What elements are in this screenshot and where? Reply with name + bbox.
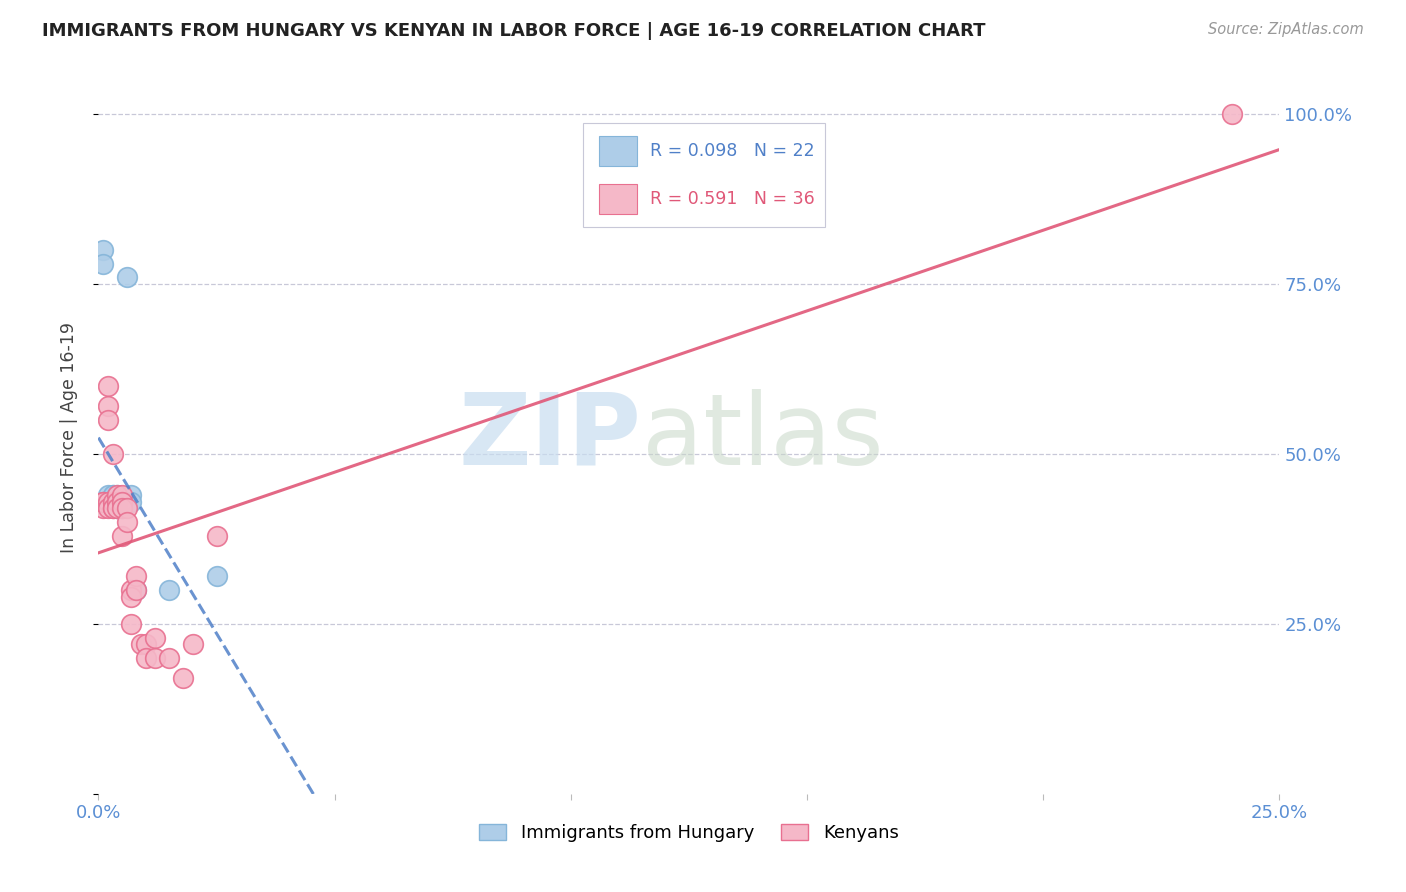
- Text: R = 0.591   N = 36: R = 0.591 N = 36: [650, 190, 814, 208]
- Point: [121, 488, 143, 502]
- Point: [105, 494, 128, 508]
- Point: [111, 501, 134, 516]
- Point: [101, 501, 124, 516]
- Point: [91, 494, 114, 508]
- Text: atlas: atlas: [641, 389, 883, 485]
- Point: [143, 651, 166, 665]
- Point: [97, 494, 120, 508]
- Point: [97, 501, 120, 516]
- Point: [101, 447, 124, 461]
- Point: [143, 631, 166, 645]
- Point: [105, 488, 128, 502]
- Point: [91, 243, 114, 257]
- Point: [121, 494, 143, 508]
- Point: [105, 494, 128, 508]
- Point: [111, 501, 134, 516]
- Point: [101, 488, 124, 502]
- Text: R = 0.098   N = 22: R = 0.098 N = 22: [650, 142, 814, 160]
- FancyBboxPatch shape: [599, 184, 637, 214]
- Point: [157, 582, 180, 597]
- Point: [105, 488, 128, 502]
- Point: [125, 582, 148, 597]
- Text: Source: ZipAtlas.com: Source: ZipAtlas.com: [1208, 22, 1364, 37]
- Y-axis label: In Labor Force | Age 16-19: In Labor Force | Age 16-19: [59, 322, 77, 552]
- Text: IMMIGRANTS FROM HUNGARY VS KENYAN IN LABOR FORCE | AGE 16-19 CORRELATION CHART: IMMIGRANTS FROM HUNGARY VS KENYAN IN LAB…: [42, 22, 986, 40]
- Point: [105, 501, 128, 516]
- Point: [105, 501, 128, 516]
- Point: [101, 488, 124, 502]
- Point: [111, 528, 134, 542]
- Point: [121, 590, 143, 604]
- Point: [111, 494, 134, 508]
- Point: [97, 400, 120, 414]
- Point: [135, 651, 157, 665]
- FancyBboxPatch shape: [582, 123, 825, 227]
- Point: [121, 582, 143, 597]
- Point: [101, 494, 124, 508]
- Text: ZIP: ZIP: [458, 389, 641, 485]
- Point: [115, 501, 138, 516]
- Point: [115, 270, 138, 285]
- Point: [111, 488, 134, 502]
- Point: [91, 494, 114, 508]
- Point: [101, 501, 124, 516]
- Point: [129, 637, 152, 651]
- Point: [135, 637, 157, 651]
- Point: [121, 617, 143, 632]
- Point: [205, 569, 228, 583]
- Point: [205, 528, 228, 542]
- Point: [115, 515, 138, 529]
- Point: [1220, 107, 1243, 121]
- Point: [157, 651, 180, 665]
- Point: [125, 582, 148, 597]
- FancyBboxPatch shape: [599, 136, 637, 166]
- Point: [97, 488, 120, 502]
- Point: [111, 494, 134, 508]
- Point: [101, 494, 124, 508]
- Point: [97, 494, 120, 508]
- Point: [97, 379, 120, 393]
- Point: [97, 413, 120, 427]
- Point: [172, 671, 194, 685]
- Point: [111, 501, 134, 516]
- Point: [105, 501, 128, 516]
- Point: [91, 501, 114, 516]
- Point: [105, 494, 128, 508]
- Point: [97, 494, 120, 508]
- Point: [125, 569, 148, 583]
- Legend: Immigrants from Hungary, Kenyans: Immigrants from Hungary, Kenyans: [472, 816, 905, 849]
- Point: [181, 637, 204, 651]
- Point: [91, 257, 114, 271]
